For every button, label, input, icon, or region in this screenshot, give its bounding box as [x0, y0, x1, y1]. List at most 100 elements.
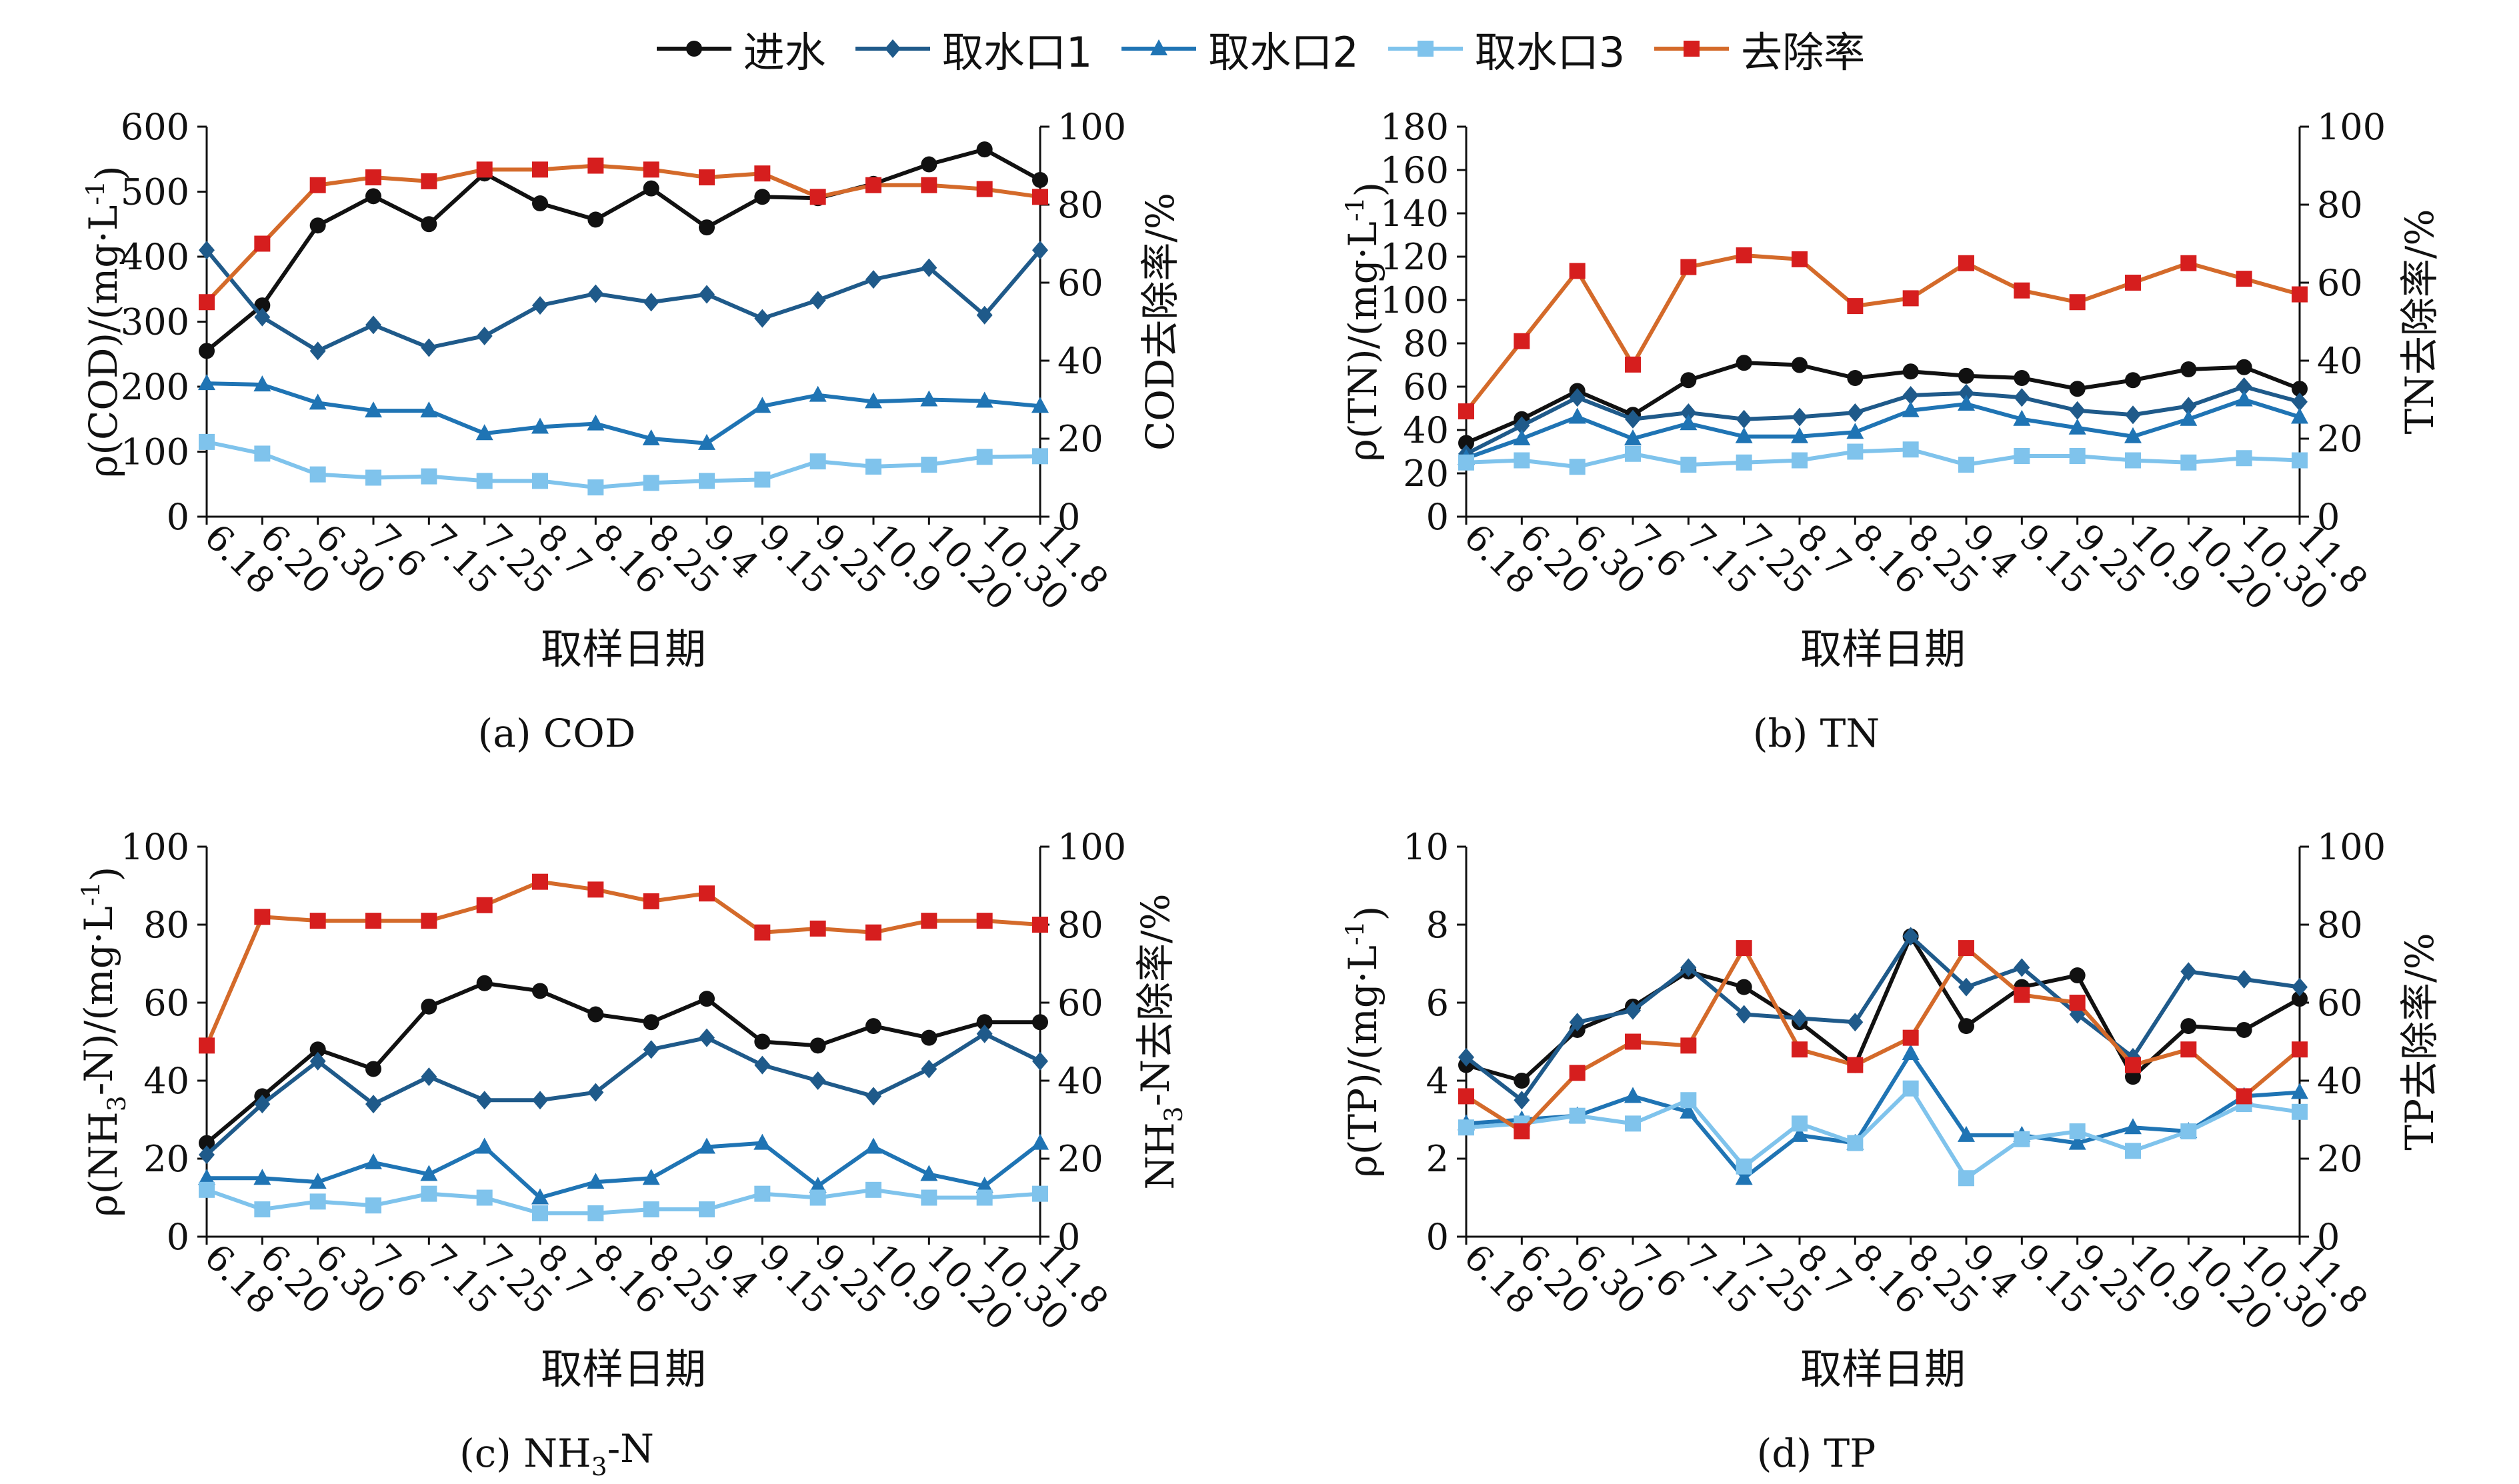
data-point [1031, 397, 1049, 413]
data-point [809, 291, 826, 310]
right-tick-label: 80 [1057, 904, 1103, 946]
data-point [2014, 388, 2030, 407]
data-point [2236, 969, 2252, 989]
data-point [2014, 958, 2030, 977]
left-tick-label: 0 [167, 1216, 189, 1258]
data-point [532, 1205, 548, 1221]
data-point [365, 401, 382, 418]
data-point [2014, 987, 2030, 1003]
data-point [1624, 1087, 1642, 1103]
data-point [1958, 367, 1974, 384]
data-point [2180, 962, 2197, 981]
data-point [1680, 372, 1697, 389]
data-point [2014, 1131, 2030, 1147]
data-point [254, 1095, 271, 1114]
legend-swatch [656, 41, 731, 57]
legend: 进水 取水口1 取水口2 取水口3 去除率 [0, 12, 2519, 85]
data-point [865, 1137, 882, 1154]
data-point [1792, 357, 1808, 373]
data-point [365, 1153, 382, 1169]
data-point [254, 1201, 271, 1218]
data-point [2180, 1041, 2197, 1058]
data-point [420, 401, 438, 418]
right-tick-label: 20 [1057, 418, 1103, 460]
data-point [809, 1071, 826, 1090]
data-point [699, 219, 715, 236]
series-4 [199, 157, 1048, 311]
data-point [1958, 383, 1974, 403]
right-tick-label: 60 [2317, 982, 2363, 1024]
data-point [475, 1137, 493, 1154]
data-point [198, 374, 215, 391]
right-tick-label: 60 [1057, 982, 1103, 1024]
data-point [1736, 1158, 1752, 1175]
data-point [476, 161, 493, 178]
data-point [1625, 1033, 1641, 1050]
left-tick-label: 200 [121, 366, 189, 408]
data-point [309, 341, 326, 361]
data-point [809, 1176, 827, 1193]
data-point [365, 913, 381, 929]
data-point [643, 1040, 659, 1059]
data-point [421, 173, 437, 189]
data-point [254, 445, 271, 462]
series-line [1466, 447, 2300, 469]
data-point [1625, 1001, 1641, 1020]
left-tick-label: 10 [1403, 826, 1449, 868]
right-tick-label: 0 [2317, 496, 2340, 538]
legend-item: 进水 [654, 19, 826, 79]
data-point [1569, 459, 1586, 475]
data-point [1958, 255, 1974, 271]
legend-item: 去除率 [1652, 19, 1865, 79]
data-point [1625, 1115, 1641, 1132]
series-0 [199, 141, 1048, 359]
data-point [865, 1087, 881, 1106]
data-point [365, 1061, 381, 1077]
data-point [199, 433, 215, 450]
data-point [1514, 452, 1530, 469]
data-point [1736, 1005, 1752, 1024]
data-point [921, 177, 937, 193]
left-tick-label: 60 [143, 982, 189, 1024]
left-axis-label: ρ(TN)/(mg·L-1) [1340, 182, 1392, 461]
data-point [1031, 1133, 1049, 1150]
data-point [2180, 409, 2198, 426]
data-point [1792, 1041, 1808, 1058]
data-point [809, 1189, 826, 1206]
data-point [199, 1135, 215, 1151]
data-point [1032, 917, 1048, 933]
data-point [1569, 263, 1586, 279]
data-point [1514, 333, 1530, 349]
data-point [1902, 363, 1919, 380]
data-point [754, 189, 771, 205]
data-point [1736, 940, 1752, 957]
data-point [1792, 407, 1808, 427]
data-point [865, 270, 881, 289]
data-point [643, 1014, 659, 1031]
data-point [532, 195, 548, 212]
data-point [421, 998, 437, 1015]
data-point [1680, 958, 1697, 977]
data-point [1736, 454, 1752, 471]
data-point [1032, 1014, 1048, 1031]
data-point [865, 392, 882, 409]
data-point [976, 449, 993, 465]
data-point [1624, 429, 1642, 445]
data-point [2180, 361, 2197, 377]
data-point [1514, 1123, 1530, 1140]
left-tick-label: 140 [1380, 193, 1449, 235]
data-point [976, 1014, 993, 1031]
data-point [754, 1185, 771, 1202]
data-point [1458, 403, 1474, 420]
data-point [532, 473, 548, 489]
data-point [1680, 1092, 1697, 1109]
series-line [1465, 934, 2300, 1103]
data-point [532, 296, 548, 315]
data-point [476, 1189, 493, 1206]
left-axis-label: ρ(TP)/(mg·L-1) [1340, 906, 1392, 1178]
right-tick-label: 100 [2317, 826, 2386, 868]
data-point [1958, 395, 1975, 411]
left-tick-label: 0 [167, 496, 189, 538]
left-axis-label: ρ(COD)/(mg·L-1) [81, 165, 133, 477]
data-point [1902, 386, 1919, 405]
